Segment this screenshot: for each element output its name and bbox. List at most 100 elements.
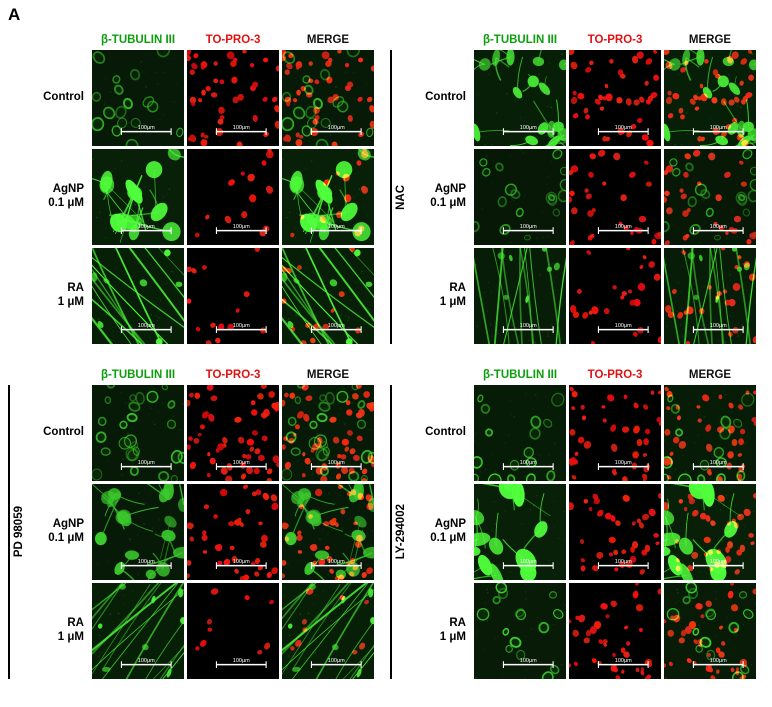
red-channel-nuclei xyxy=(569,50,660,146)
scale-bar: 100μm xyxy=(310,224,362,234)
green-channel-cells xyxy=(664,50,756,146)
scale-bar: 100μm xyxy=(692,125,744,135)
green-channel-cells xyxy=(474,149,566,245)
column-header-merge: MERGE xyxy=(306,369,350,382)
scale-bar-label: 100μm xyxy=(710,559,727,565)
scale-bar: 100μm xyxy=(120,559,172,569)
micrograph-image: 100μm xyxy=(92,484,184,580)
scale-bar-label: 100μm xyxy=(520,460,537,466)
column-header-tubulin: β-TUBULIN III xyxy=(482,34,558,47)
green-channel-cells xyxy=(282,385,374,481)
group-label: LY-294002 xyxy=(390,385,410,679)
row-label-line: 1 μM xyxy=(439,296,466,308)
micrograph-image: 100μm xyxy=(92,583,184,679)
scale-bar-label: 100μm xyxy=(233,460,250,466)
micrograph-image: 100μm xyxy=(187,248,279,344)
spacer xyxy=(413,362,471,382)
row-label-line: AgNP xyxy=(434,518,466,531)
micrograph-image: 100μm xyxy=(474,583,566,679)
column-header-topro: TO-PRO-3 xyxy=(587,369,643,382)
scale-bar-label: 100μm xyxy=(328,323,345,329)
treatment-panel-nac: NAC β-TUBULIN III TO-PRO-3 MERGE Control 100μ… xyxy=(390,27,764,344)
treatment-panel-untreated: β-TUBULIN III TO-PRO-3 MERGE Control 100μm 10… xyxy=(8,27,382,344)
micrograph-image: 100μm xyxy=(569,484,661,580)
scale-bar: 100μm xyxy=(692,658,744,668)
scale-bar-label: 100μm xyxy=(615,559,632,565)
row-label: AgNP 0.1 μM xyxy=(413,484,471,580)
micrograph-green: 100μm xyxy=(92,583,184,679)
row-label: Control xyxy=(413,385,471,481)
row-label-line: 0.1 μM xyxy=(430,532,466,544)
scale-bar: 100μm xyxy=(215,323,267,333)
scale-bar-label: 100μm xyxy=(233,224,250,230)
green-channel-cells xyxy=(474,248,566,344)
green-channel-cells xyxy=(92,50,184,146)
scale-bar: 100μm xyxy=(692,460,744,470)
scale-bar-label: 100μm xyxy=(328,658,345,664)
micrograph-merge: 100μm xyxy=(282,484,374,580)
micrograph-image: 100μm xyxy=(474,50,566,146)
spacer xyxy=(413,27,471,47)
row-label: Control xyxy=(31,50,89,146)
micrograph-merge: 100μm xyxy=(282,248,374,344)
row-label-line: RA xyxy=(67,282,84,295)
row-label-line: RA xyxy=(449,282,466,295)
scale-bar: 100μm xyxy=(215,460,267,470)
micrograph-red: 100μm xyxy=(187,50,279,146)
micrograph-image: 100μm xyxy=(474,248,566,344)
micrograph-image: 100μm xyxy=(474,484,566,580)
scale-bar: 100μm xyxy=(310,125,362,135)
column-header-merge: MERGE xyxy=(306,34,350,47)
scale-bar: 100μm xyxy=(597,224,649,234)
micrograph-image: 100μm xyxy=(187,149,279,245)
column-header-topro: TO-PRO-3 xyxy=(587,34,643,47)
micrograph-red: 100μm xyxy=(569,149,661,245)
column-header-topro: TO-PRO-3 xyxy=(205,34,261,47)
treatment-panel-pd-98059: PD 98059 β-TUBULIN III TO-PRO-3 MERGE Contro… xyxy=(8,362,382,679)
scale-bar: 100μm xyxy=(597,658,649,668)
scale-bar: 100μm xyxy=(120,323,172,333)
micrograph-image: 100μm xyxy=(282,385,374,481)
green-channel-cells xyxy=(92,583,184,679)
micrograph-image: 100μm xyxy=(92,50,184,146)
micrograph-image: 100μm xyxy=(664,50,756,146)
column-header-merge: MERGE xyxy=(688,369,732,382)
row-label-line: RA xyxy=(67,617,84,630)
scale-bar-label: 100μm xyxy=(710,224,727,230)
micrograph-image: 100μm xyxy=(569,248,661,344)
scale-bar: 100μm xyxy=(597,559,649,569)
scale-bar: 100μm xyxy=(502,125,554,135)
scale-bar-label: 100μm xyxy=(328,224,345,230)
column-header-tubulin: β-TUBULIN III xyxy=(100,369,176,382)
scale-bar-label: 100μm xyxy=(520,559,537,565)
micrograph-red: 100μm xyxy=(569,583,661,679)
micrograph-green: 100μm xyxy=(92,149,184,245)
micrograph-merge: 100μm xyxy=(282,583,374,679)
micrograph-green: 100μm xyxy=(474,149,566,245)
micrograph-green: 100μm xyxy=(474,484,566,580)
scale-bar-label: 100μm xyxy=(615,125,632,131)
scale-bar-label: 100μm xyxy=(710,658,727,664)
red-channel-nuclei xyxy=(569,583,661,679)
micrograph-merge: 100μm xyxy=(664,149,756,245)
row-label: RA 1 μM xyxy=(413,248,471,344)
figure-label: A xyxy=(8,5,21,24)
row-label-line: Control xyxy=(43,91,84,104)
micrograph-image: 100μm xyxy=(187,50,279,146)
micrograph-red: 100μm xyxy=(187,149,279,245)
green-channel-cells xyxy=(474,583,566,679)
spacer xyxy=(390,362,410,382)
spacer xyxy=(31,27,89,47)
scale-bar: 100μm xyxy=(310,323,362,333)
row-label-line: Control xyxy=(425,91,466,104)
micrograph-red: 100μm xyxy=(569,385,661,481)
red-channel-nuclei xyxy=(664,492,756,575)
scale-bar: 100μm xyxy=(692,559,744,569)
red-channel-nuclei xyxy=(664,386,756,481)
micrograph-image: 100μm xyxy=(664,149,756,245)
column-header-tubulin: β-TUBULIN III xyxy=(100,34,176,47)
scale-bar: 100μm xyxy=(692,224,744,234)
green-channel-cells xyxy=(474,385,566,481)
micrograph-image: 100μm xyxy=(187,484,279,580)
row-label-line: 1 μM xyxy=(57,631,84,643)
